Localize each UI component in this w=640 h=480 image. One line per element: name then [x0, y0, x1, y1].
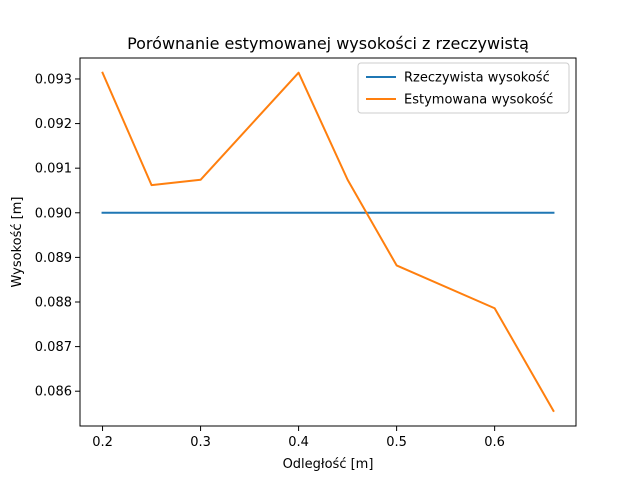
legend-label-1: Rzeczywista wysokość: [404, 71, 550, 86]
legend-box: [357, 62, 570, 114]
y-tick-label: 0.087: [35, 340, 72, 355]
y-tick-label: 0.093: [35, 72, 72, 87]
x-tick-label: 0.3: [190, 435, 211, 450]
y-tick-label: 0.092: [35, 117, 72, 132]
axes-frame: [79, 57, 577, 427]
series-line-2: [101, 71, 555, 413]
chart-title: Porównanie estymowanej wysokości z rzecz…: [127, 34, 529, 53]
legend: Rzeczywista wysokość Estymowana wysokość: [357, 62, 570, 114]
y-axis-ticks: 0.086 0.087 0.088 0.089 0.090 0.091 0.092 0.093: [35, 72, 80, 400]
plot-area: 0.2 0.3 0.4 0.5 0.6 0.086 0.087 0.088 0.089 0.09…: [35, 57, 577, 450]
y-tick-label: 0.089: [35, 251, 72, 266]
y-tick-label: 0.086: [35, 385, 72, 400]
x-axis-ticks: 0.2 0.3 0.4 0.5 0.6: [92, 426, 505, 450]
y-tick-label: 0.090: [35, 206, 72, 221]
y-tick-label: 0.091: [35, 162, 72, 177]
x-tick-label: 0.4: [288, 435, 309, 450]
legend-items: Rzeczywista wysokość Estymowana wysokość: [366, 71, 553, 108]
y-axis-label: Wysokość [m]: [10, 197, 25, 288]
x-tick-label: 0.6: [484, 435, 505, 450]
legend-label-2: Estymowana wysokość: [404, 93, 553, 108]
x-tick-label: 0.2: [92, 435, 113, 450]
x-axis-label: Odległość [m]: [283, 457, 374, 472]
x-tick-label: 0.5: [386, 435, 407, 450]
y-tick-label: 0.088: [35, 295, 72, 310]
series-layer: [101, 71, 555, 413]
